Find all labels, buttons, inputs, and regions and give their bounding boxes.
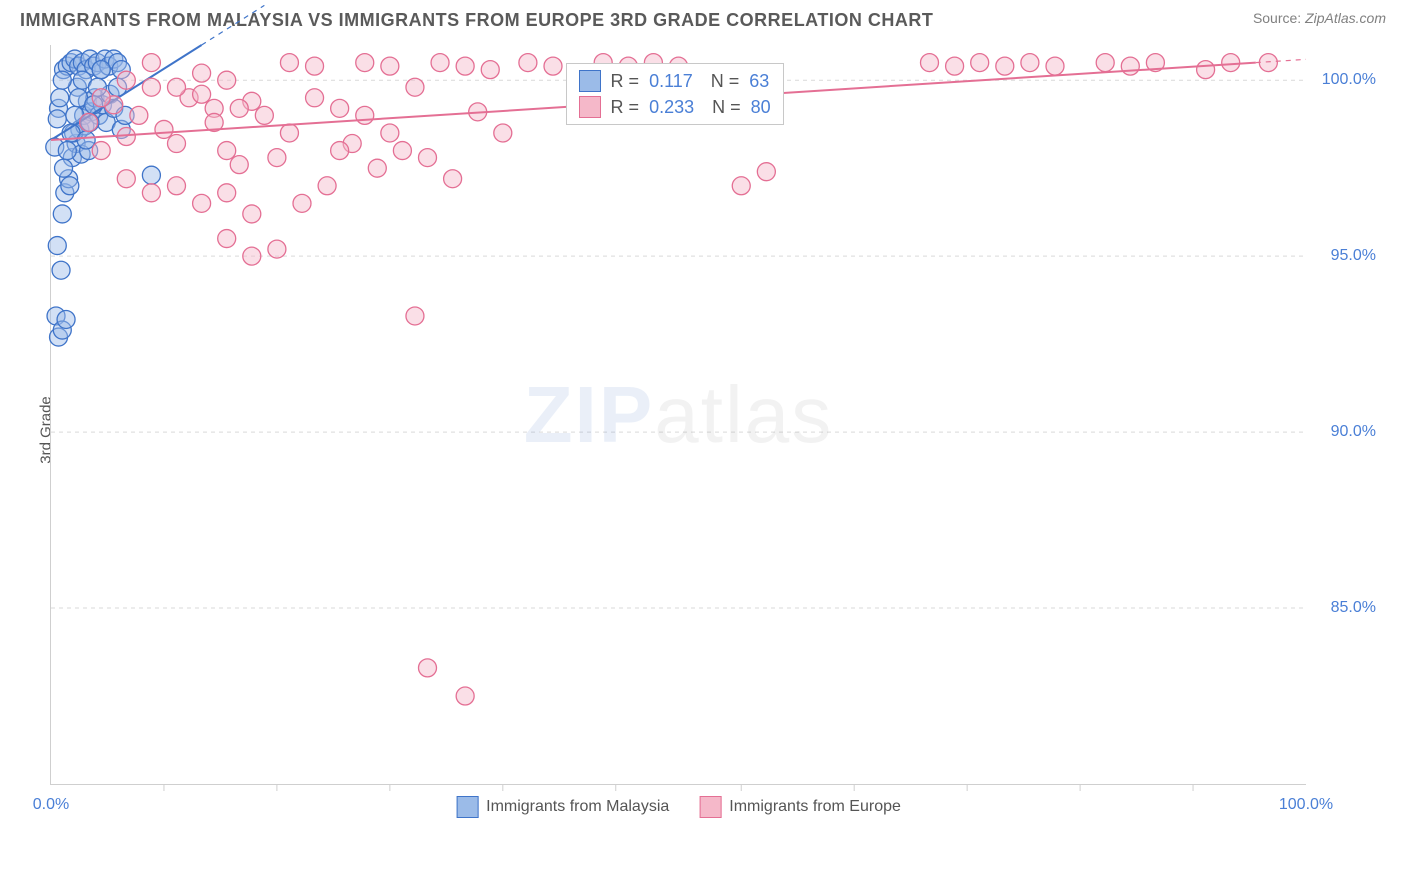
n-value: 63 [749, 71, 769, 92]
y-tick-label: 85.0% [1331, 599, 1376, 617]
legend-item: Immigrants from Malaysia [456, 796, 669, 818]
stat-row: R = 0.233 N = 80 [575, 94, 775, 120]
y-tick-label: 90.0% [1331, 423, 1376, 441]
legend-item: Immigrants from Europe [699, 796, 901, 818]
n-value: 80 [751, 97, 771, 118]
n-label: N = [712, 97, 741, 118]
r-value: 0.233 [649, 97, 694, 118]
correlation-stat-box: R = 0.117 N = 63 R = 0.233 N = 80 [566, 63, 784, 125]
chart-title: IMMIGRANTS FROM MALAYSIA VS IMMIGRANTS F… [20, 10, 933, 31]
source-value: ZipAtlas.com [1305, 10, 1386, 26]
y-tick-label: 100.0% [1322, 71, 1376, 89]
r-value: 0.117 [649, 71, 693, 92]
legend-swatch [456, 796, 478, 818]
r-label: R = [611, 71, 640, 92]
x-tick-label: 0.0% [33, 796, 69, 814]
y-tick-label: 95.0% [1331, 247, 1376, 265]
legend-label: Immigrants from Malaysia [486, 798, 669, 816]
legend-label: Immigrants from Europe [729, 798, 901, 816]
r-label: R = [611, 97, 640, 118]
bottom-legend: Immigrants from Malaysia Immigrants from … [456, 796, 901, 818]
x-tick-label: 100.0% [1279, 796, 1333, 814]
chart-source: Source: ZipAtlas.com [1253, 10, 1386, 26]
plot-region: ZIPatlas R =0.117N =63R =0.233N =80 Immi… [50, 45, 1306, 785]
series-swatch [579, 96, 601, 118]
legend-swatch [699, 796, 721, 818]
n-label: N = [711, 71, 740, 92]
chart-area: 3rd Grade ZIPatlas R =0.117N =63R =0.233… [40, 35, 1386, 825]
stat-row: R = 0.117 N = 63 [575, 68, 775, 94]
chart-header: IMMIGRANTS FROM MALAYSIA VS IMMIGRANTS F… [0, 0, 1406, 35]
source-label: Source: [1253, 10, 1301, 26]
series-swatch [579, 70, 601, 92]
